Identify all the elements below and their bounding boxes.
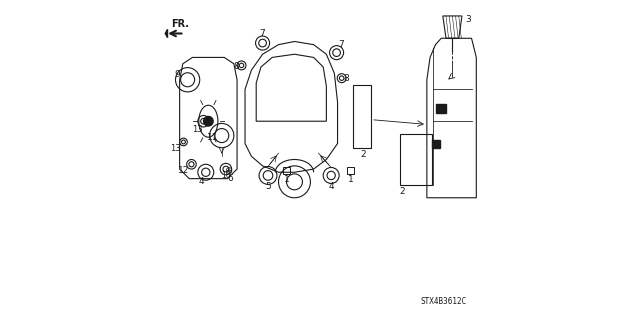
Circle shape [204, 116, 213, 126]
Text: ⊕: ⊕ [225, 166, 232, 176]
Text: STX4B3612C: STX4B3612C [420, 297, 467, 306]
Text: 13: 13 [170, 144, 181, 153]
Text: 3: 3 [465, 15, 471, 24]
Bar [284, 167, 291, 174]
Text: 2: 2 [399, 187, 404, 196]
Bar [348, 167, 355, 174]
Bar [436, 104, 446, 113]
Text: 4: 4 [198, 177, 204, 186]
Text: 1: 1 [348, 175, 354, 184]
Text: 8: 8 [233, 63, 239, 71]
Bar [353, 85, 371, 148]
Text: 11: 11 [207, 133, 219, 142]
Bar [433, 139, 440, 147]
Polygon shape [165, 29, 168, 38]
Text: 2: 2 [360, 150, 366, 159]
Bar [400, 134, 431, 185]
Text: 7: 7 [260, 29, 266, 38]
Text: 10: 10 [221, 171, 230, 180]
Text: 13: 13 [192, 125, 202, 134]
Text: 7: 7 [338, 40, 344, 49]
Text: 5: 5 [265, 182, 271, 191]
Text: 1: 1 [284, 175, 290, 184]
Text: 6: 6 [227, 174, 233, 183]
Text: 12: 12 [178, 166, 189, 175]
Text: 9: 9 [175, 70, 180, 79]
Text: 4: 4 [328, 182, 334, 191]
Text: 8: 8 [343, 74, 349, 83]
Text: FR.: FR. [171, 19, 189, 29]
